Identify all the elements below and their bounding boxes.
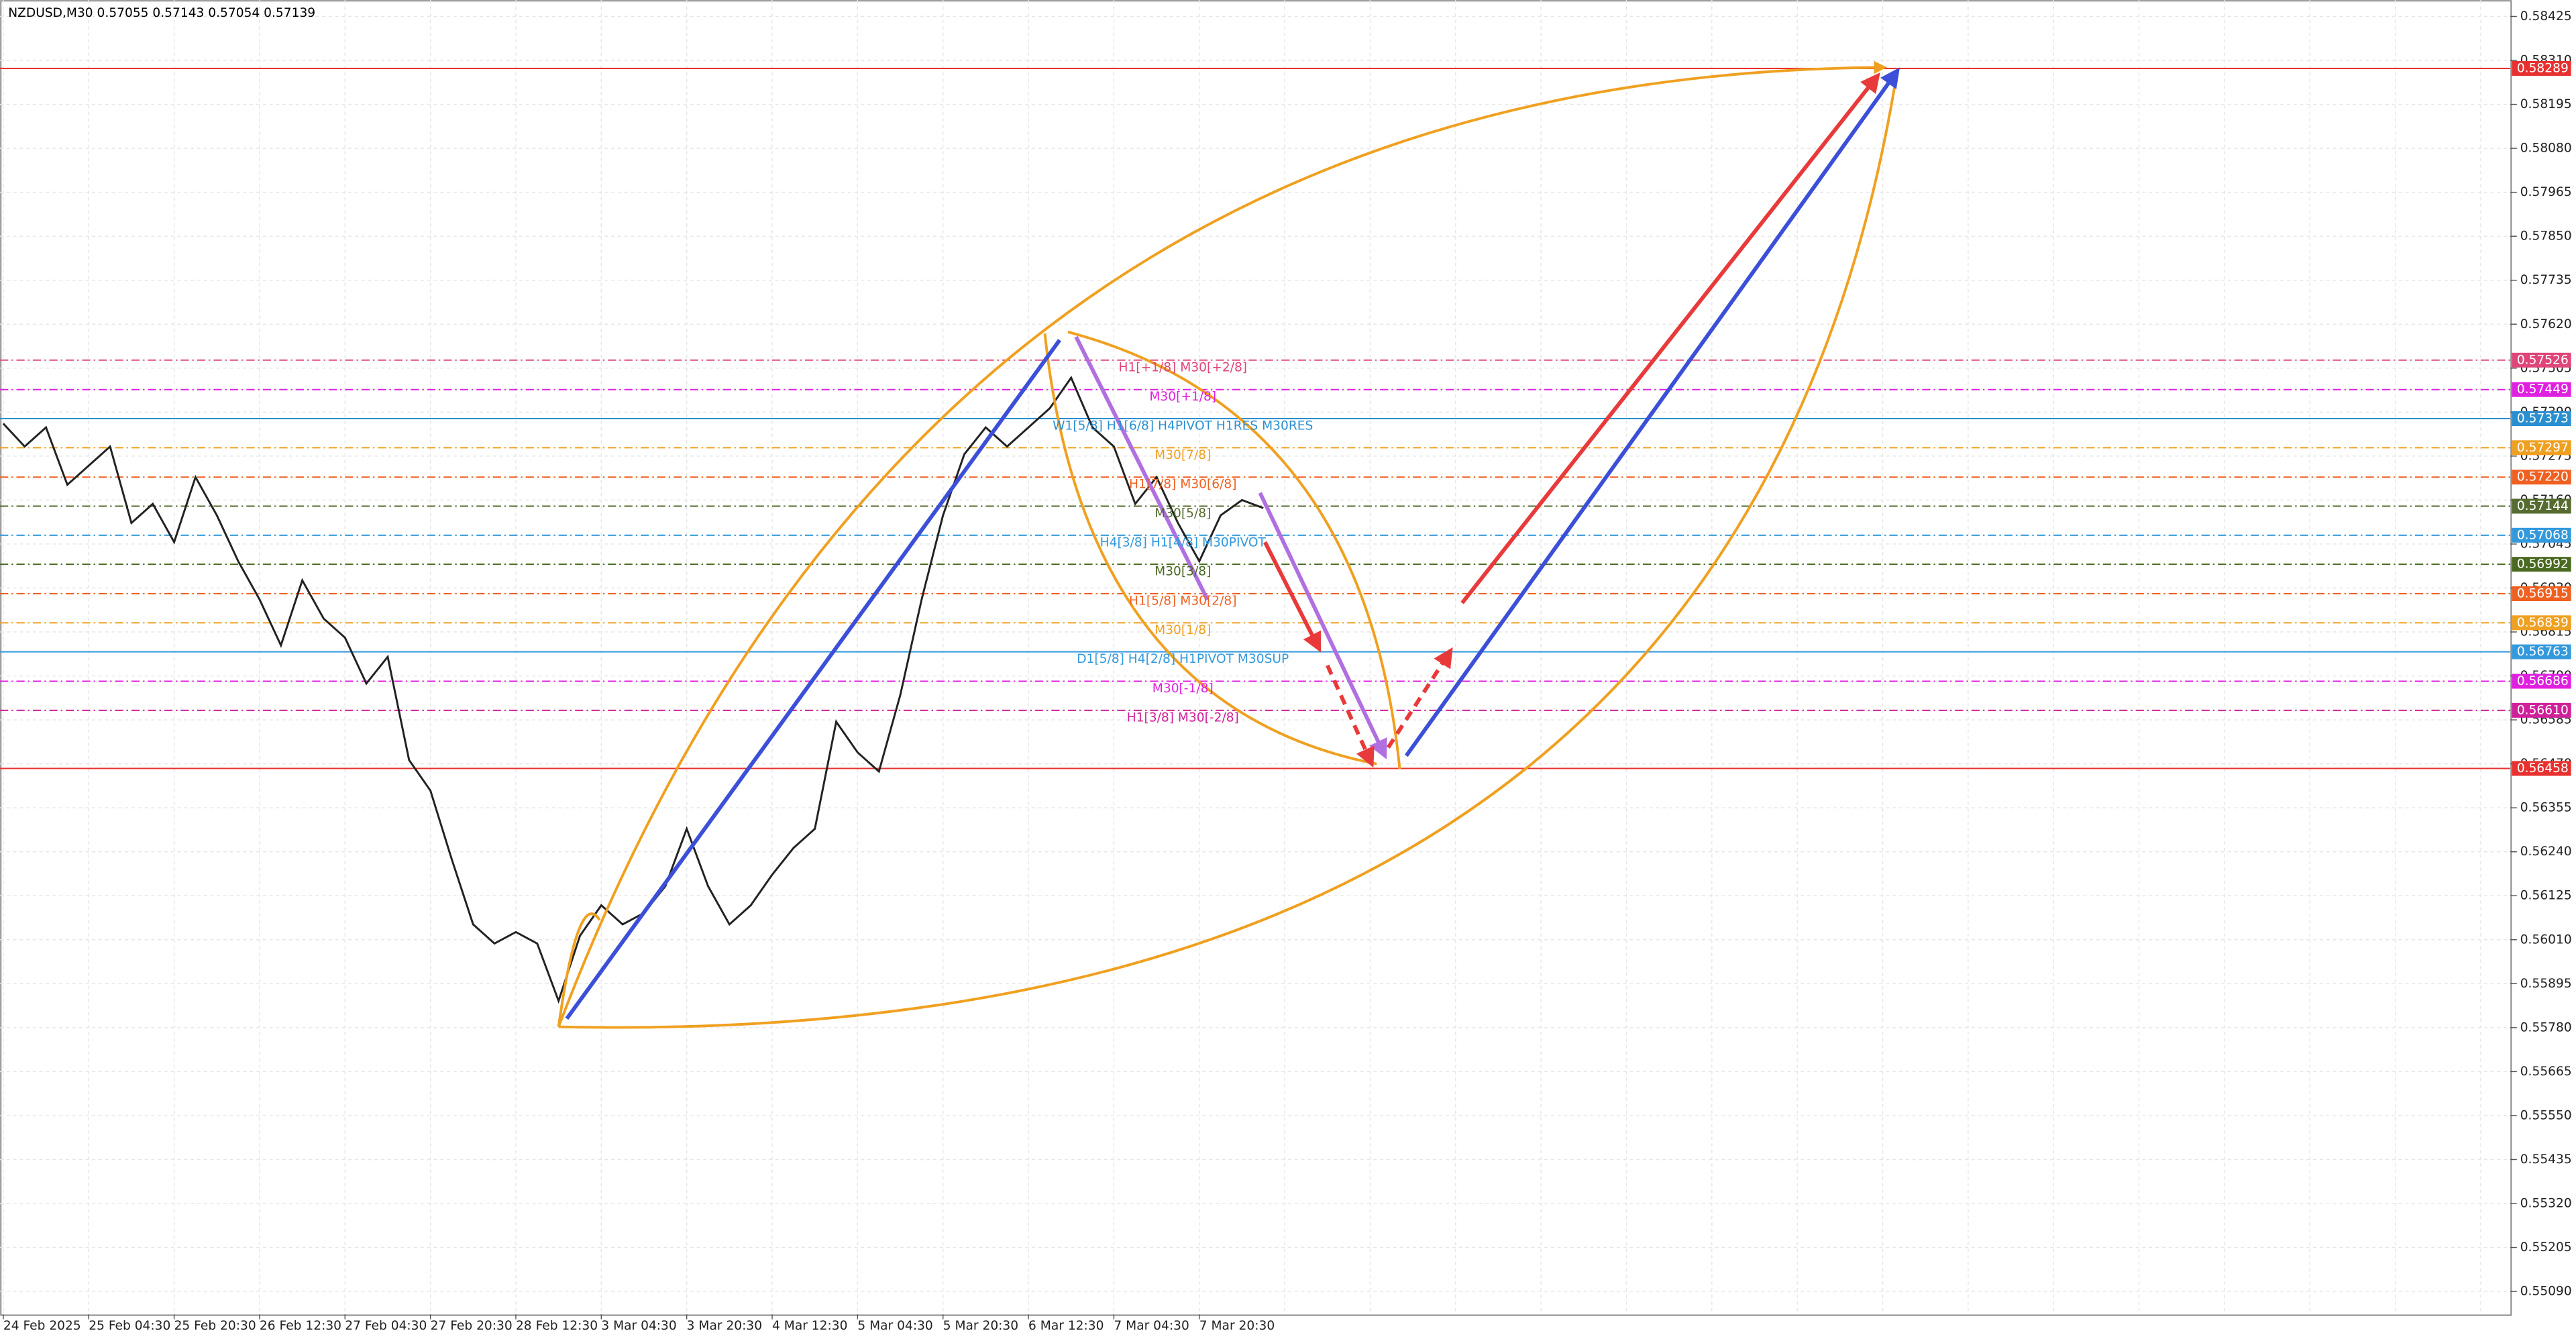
- y-tick-label: 0.56355: [2520, 801, 2572, 815]
- arc: [558, 68, 1899, 1029]
- level-badge: [2512, 615, 2571, 631]
- y-tick-label: 0.55665: [2520, 1065, 2572, 1079]
- x-tick-label: 5 Mar 04:30: [857, 1319, 932, 1333]
- level-badge: [2512, 352, 2571, 368]
- arc: [1067, 330, 1401, 769]
- level-label: 0.57526: [2517, 353, 2569, 367]
- y-tick-label: 0.55090: [2520, 1285, 2572, 1299]
- level-badge: [2512, 498, 2571, 514]
- y-tick-label: 0.56010: [2520, 932, 2572, 947]
- arc: [1043, 333, 1377, 765]
- level-badge: [2512, 586, 2571, 602]
- level-badge: [2512, 557, 2571, 572]
- y-tick-label: 0.57850: [2520, 229, 2572, 244]
- trend-line: [565, 339, 1061, 1020]
- x-tick-label: 25 Feb 04:30: [89, 1319, 170, 1333]
- plot-frame: [0, 0, 2512, 1316]
- trend-line: [1074, 335, 1210, 601]
- x-tick-label: 6 Mar 12:30: [1028, 1319, 1104, 1333]
- x-tick-label: 27 Feb 04:30: [345, 1319, 427, 1333]
- arrow: [1326, 664, 1375, 768]
- price-line: [2, 376, 1264, 1004]
- level-label: 0.57449: [2517, 382, 2569, 396]
- level-label: 0.57068: [2517, 528, 2569, 542]
- level-text: M30[3/8]: [1155, 565, 1211, 579]
- level-text: H1[5/8] M30[2/8]: [1129, 594, 1236, 608]
- level-text: W1[5/8] H1[6/8] H4PIVOT H1RES M30RES: [1053, 419, 1313, 433]
- level-label: 0.58289: [2517, 62, 2569, 76]
- arrow: [1263, 541, 1322, 653]
- level-label: 0.57144: [2517, 499, 2569, 513]
- x-tick-label: 7 Mar 20:30: [1199, 1319, 1275, 1333]
- level-text: H1[3/8] M30[-2/8]: [1127, 710, 1239, 725]
- x-tick-label: 28 Feb 12:30: [516, 1319, 598, 1333]
- chart-title: NZDUSD,M30 0.57055 0.57143 0.57054 0.571…: [8, 6, 315, 20]
- x-tick-label: 27 Feb 20:30: [431, 1319, 513, 1333]
- x-tick-label: 24 Feb 2025: [3, 1319, 81, 1333]
- level-text: M30[7/8]: [1155, 448, 1211, 462]
- y-tick-label: 0.55320: [2520, 1196, 2572, 1210]
- level-badge: [2512, 702, 2571, 718]
- arrow: [1386, 647, 1453, 749]
- level-label: 0.56992: [2517, 557, 2569, 572]
- level-label: 0.56610: [2517, 703, 2569, 717]
- y-tick-label: 0.57620: [2520, 317, 2572, 331]
- level-label: 0.57373: [2517, 412, 2569, 426]
- level-label: 0.56686: [2517, 674, 2569, 688]
- y-tick-label: 0.55780: [2520, 1020, 2572, 1034]
- x-tick-label: 3 Mar 20:30: [687, 1319, 762, 1333]
- x-tick-label: 5 Mar 20:30: [943, 1319, 1018, 1333]
- level-label: 0.56839: [2517, 616, 2569, 630]
- level-text: H1[+1/8] M30[+2/8]: [1118, 360, 1247, 374]
- drawings: [557, 60, 1900, 1029]
- x-tick-label: 4 Mar 12:30: [772, 1319, 847, 1333]
- labels: 0.584250.583100.581950.580800.579650.578…: [3, 9, 2572, 1333]
- y-tick-label: 0.58425: [2520, 9, 2572, 23]
- level-badge: [2512, 527, 2571, 543]
- level-label: 0.56763: [2517, 645, 2569, 659]
- levels: [0, 68, 2511, 769]
- arc: [557, 60, 1887, 1028]
- x-tick-label: 26 Feb 12:30: [260, 1319, 341, 1333]
- level-text: H4[3/8] H1[4/8] M30PIVOT: [1100, 535, 1267, 549]
- trend-line: [1258, 492, 1387, 759]
- level-text: H1[7/8] M30[6/8]: [1129, 478, 1236, 492]
- x-tick-label: 25 Feb 20:30: [174, 1319, 256, 1333]
- level-label: 0.57297: [2517, 441, 2569, 455]
- level-badge: [2512, 644, 2571, 659]
- y-tick-label: 0.57735: [2520, 273, 2572, 287]
- x-tick-label: 3 Mar 04:30: [601, 1319, 676, 1333]
- level-text: D1[5/8] H4[2/8] H1PIVOT M30SUP: [1077, 652, 1289, 666]
- y-tick-label: 0.55895: [2520, 977, 2572, 991]
- y-tick-label: 0.55205: [2520, 1240, 2572, 1254]
- level-badge: [2512, 761, 2571, 776]
- level-badge: [2512, 440, 2571, 456]
- y-tick-label: 0.58080: [2520, 142, 2572, 156]
- trend-line: [1404, 67, 1900, 757]
- grid: [0, 0, 2511, 1315]
- y-tick-label: 0.57965: [2520, 185, 2572, 199]
- level-badge: [2512, 382, 2571, 397]
- x-tick-label: 7 Mar 04:30: [1114, 1319, 1189, 1333]
- level-badge: [2512, 60, 2571, 76]
- level-text: M30[1/8]: [1155, 623, 1211, 637]
- price: [2, 376, 1264, 1004]
- arrow: [1460, 72, 1880, 604]
- level-badge: [2512, 470, 2571, 485]
- level-label: 0.56915: [2517, 587, 2569, 601]
- level-label: 0.56458: [2517, 761, 2569, 775]
- y-tick-label: 0.58195: [2520, 97, 2572, 111]
- level-label: 0.57220: [2517, 470, 2569, 484]
- y-tick-label: 0.55550: [2520, 1108, 2572, 1122]
- y-tick-label: 0.56240: [2520, 845, 2572, 859]
- level-badge: [2512, 674, 2571, 689]
- level-text: M30[-1/8]: [1152, 682, 1214, 696]
- arc: [557, 912, 601, 1027]
- level-badge: [2512, 411, 2571, 427]
- y-tick-label: 0.55435: [2520, 1153, 2572, 1167]
- y-tick-label: 0.56125: [2520, 889, 2572, 903]
- level-text: M30[+1/8]: [1149, 390, 1216, 404]
- level-text: M30[5/8]: [1155, 506, 1211, 521]
